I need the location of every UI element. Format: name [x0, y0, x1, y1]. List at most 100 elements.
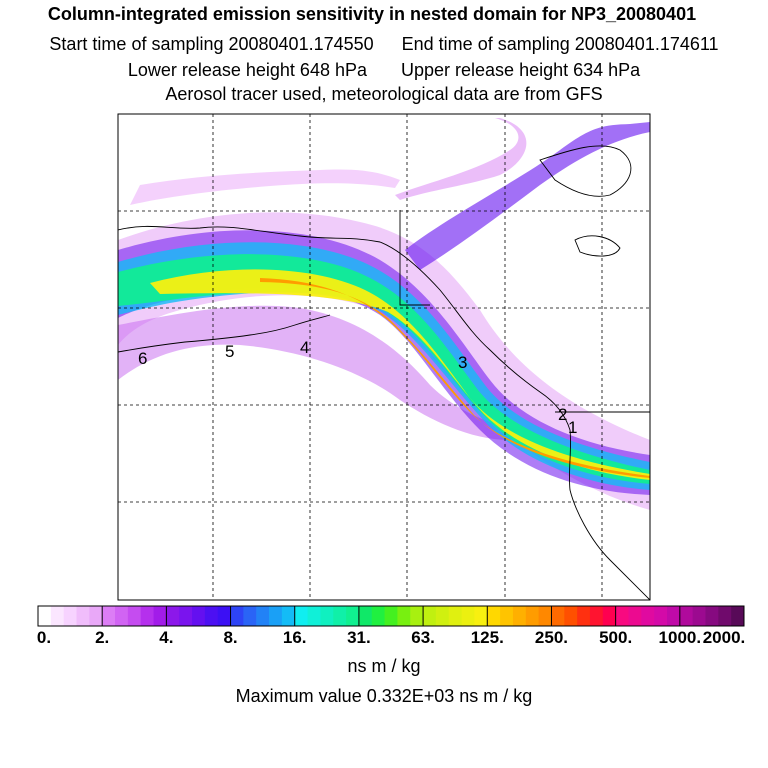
upper-filament [130, 169, 400, 205]
colorbar-swatch [50, 606, 65, 626]
colorbar-swatch [76, 606, 90, 626]
colorbar-tick-label: 2. [95, 628, 110, 647]
colorbar-tick-label: 500. [599, 628, 633, 647]
colorbar-swatch [38, 606, 52, 626]
colorbar-swatch [269, 606, 283, 626]
colorbar-swatch [243, 606, 257, 626]
colorbar-swatch [358, 606, 373, 626]
colorbar-tick-label: 8. [223, 628, 238, 647]
border-alaska-canada [399, 210, 430, 306]
start-time: Start time of sampling 20080401.174550 [49, 34, 374, 54]
end-time: End time of sampling 20080401.174611 [401, 34, 719, 54]
trajectory-label-1: 1 [568, 418, 577, 437]
colorbar-swatch [641, 606, 655, 626]
colorbar-tick-label: 4. [159, 628, 174, 647]
colorbar-swatch [679, 606, 694, 626]
colorbar-swatch [281, 606, 296, 626]
colorbar-swatch [423, 606, 437, 626]
colorbar-swatch [63, 606, 77, 626]
colorbar-swatch [102, 606, 116, 626]
colorbar-swatch [294, 606, 308, 626]
colorbar-swatch [179, 606, 193, 626]
colorbar-swatch [140, 606, 154, 626]
map-frame [117, 113, 651, 601]
colorbar-swatch [731, 606, 745, 626]
colorbar-swatch [500, 606, 514, 626]
colorbar-swatch [666, 606, 681, 626]
colorbar-tick-label: 125. [470, 628, 504, 647]
colorbar-swatch [410, 606, 424, 626]
colorbar-swatch [577, 606, 591, 626]
colorbar-swatch [230, 606, 244, 626]
colorbar-frame [37, 605, 745, 627]
colorbar-tick-label: 250. [534, 628, 568, 647]
colorbar-tick-label: 63. [411, 628, 435, 647]
colorbar-swatch [89, 606, 103, 626]
colorbar-swatch [628, 606, 642, 626]
sampling-times: Start time of sampling 20080401.174550 En… [0, 34, 768, 55]
colorbar-units: ns m / kg [347, 656, 421, 676]
sensitivity-plume [118, 118, 650, 600]
colorbar-swatch [115, 606, 129, 626]
colorbar-swatch [615, 606, 629, 626]
trajectory-label-5: 5 [225, 342, 234, 361]
upper-release-height: Upper release height 634 hPa [401, 60, 641, 80]
colorbar-swatch [346, 606, 360, 626]
colorbar-swatch [564, 606, 578, 626]
trajectory-labels: 1 2 3 4 5 6 [138, 338, 577, 437]
colorbar-swatch [204, 606, 219, 626]
colorbar-tick-label: 2000. [702, 628, 746, 647]
colorbar-swatch [654, 606, 668, 626]
coastline-north-america [118, 225, 650, 600]
colorbar-swatch [153, 606, 167, 626]
colorbar-swatch [692, 606, 706, 626]
colorbar-swatch [602, 606, 617, 626]
figure-title: Column-integrated emission sensitivity i… [47, 4, 697, 24]
colorbar-swatch [333, 606, 347, 626]
coastline-aleutians [118, 314, 331, 353]
plume-yellow [150, 269, 650, 480]
colorbar-swatch [307, 606, 321, 626]
colorbar-swatch [448, 606, 462, 626]
colorbar-swatch [525, 606, 540, 626]
northern-arc [405, 122, 650, 270]
colorbar-swatch [217, 606, 231, 626]
plume-green [118, 254, 650, 484]
release-heights: Lower release height 648 hPa Upper releas… [0, 60, 768, 81]
colorbar-tick-label: 0. [36, 628, 52, 647]
colorbar-swatch [256, 606, 270, 626]
colorbar-tick-label: 31. [347, 628, 371, 647]
colorbar-tick-label: 1000. [658, 628, 702, 647]
trajectory-label-2: 2 [558, 405, 567, 424]
colorbar-swatch [512, 606, 527, 626]
colorbar-swatch [705, 606, 719, 626]
trajectory-label-3: 3 [458, 353, 467, 372]
colorbar-swatch [589, 606, 604, 626]
lower-release-height: Lower release height 648 hPa [127, 60, 367, 80]
colorbar-tick-label: 16. [282, 628, 307, 647]
colorbar-swatch [487, 606, 501, 626]
colorbar-swatch [474, 606, 488, 626]
trajectory-label-6: 6 [138, 349, 147, 368]
coastline-arctic [539, 145, 632, 197]
colorbar-swatch [166, 606, 180, 626]
colorbar-swatch [371, 606, 385, 626]
northern-loop [395, 118, 527, 200]
graticule [118, 114, 650, 600]
colorbar-swatch [718, 606, 732, 626]
trajectory-label-4: 4 [300, 338, 309, 357]
coastline-hudson [574, 235, 621, 257]
maximum-value: Maximum value 0.332E+03 ns m / kg [235, 686, 533, 706]
colorbar-swatch [384, 606, 398, 626]
colorbar-swatch [461, 606, 475, 626]
colorbar-swatch [435, 606, 450, 626]
colorbar-swatch [538, 606, 552, 626]
colorbar-swatch [397, 606, 411, 626]
colorbar-swatch [127, 606, 142, 626]
colorbar-swatch [551, 606, 565, 626]
tracer-info: Aerosol tracer used, meteorological data… [165, 84, 603, 104]
colorbar-swatch [192, 606, 206, 626]
colorbar-swatch [320, 606, 334, 626]
